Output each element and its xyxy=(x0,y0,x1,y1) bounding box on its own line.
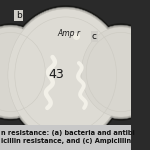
Circle shape xyxy=(8,9,123,141)
Text: n resistance: (a) bacteria and antibi
icillin resistance, and (c) Ampicillin: n resistance: (a) bacteria and antibi ic… xyxy=(1,130,135,144)
Circle shape xyxy=(78,23,150,121)
Text: 43: 43 xyxy=(48,68,64,81)
Text: b: b xyxy=(16,11,21,20)
Circle shape xyxy=(81,27,150,117)
Circle shape xyxy=(6,7,125,143)
Circle shape xyxy=(0,25,51,119)
Text: Amp r: Amp r xyxy=(57,29,80,38)
Text: c: c xyxy=(92,32,97,41)
Circle shape xyxy=(5,5,127,145)
Circle shape xyxy=(0,23,53,121)
Circle shape xyxy=(80,25,150,119)
Circle shape xyxy=(0,27,50,117)
Bar xyxy=(0,124,131,150)
